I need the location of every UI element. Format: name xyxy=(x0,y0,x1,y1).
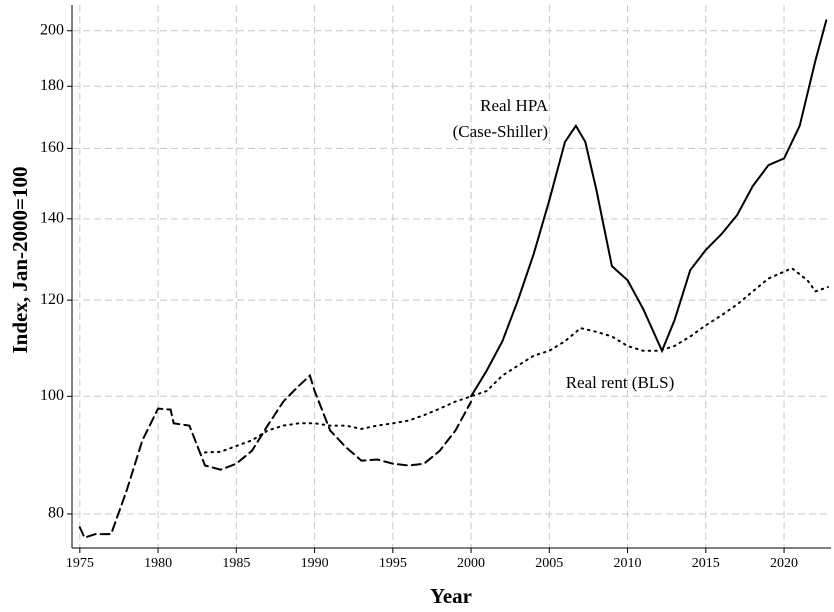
line xyxy=(470,19,828,398)
line xyxy=(78,373,473,539)
y-tick-label: 80 xyxy=(48,505,64,522)
annotation: (Case-Shiller) xyxy=(453,122,548,141)
x-tick-label: 2015 xyxy=(692,556,720,571)
x-tick-label: 1975 xyxy=(66,556,94,571)
y-tick-label: 160 xyxy=(40,139,64,156)
y-tick-label: 200 xyxy=(40,21,64,38)
y-tick-label: 100 xyxy=(40,387,64,404)
annotation: Real HPA xyxy=(480,96,549,115)
x-tick-label: 2020 xyxy=(770,556,798,571)
x-tick-label: 1980 xyxy=(144,556,172,571)
y-tick-label: 180 xyxy=(40,77,64,94)
annotation: Real rent (BLS) xyxy=(566,373,675,392)
y-tick-label: 140 xyxy=(40,210,64,227)
x-tick-label: 2000 xyxy=(457,556,485,571)
y-tick-label: 120 xyxy=(40,291,64,308)
x-tick-label: 2010 xyxy=(614,556,642,571)
x-tick-label: 1995 xyxy=(379,556,407,571)
x-tick-label: 2005 xyxy=(535,556,563,571)
x-tick-label: 1990 xyxy=(301,556,329,571)
x-tick-label: 1985 xyxy=(222,556,250,571)
line xyxy=(204,267,829,454)
x-axis-label: Year xyxy=(430,584,472,608)
y-axis-label: Index, Jan-2000=100 xyxy=(8,167,32,354)
